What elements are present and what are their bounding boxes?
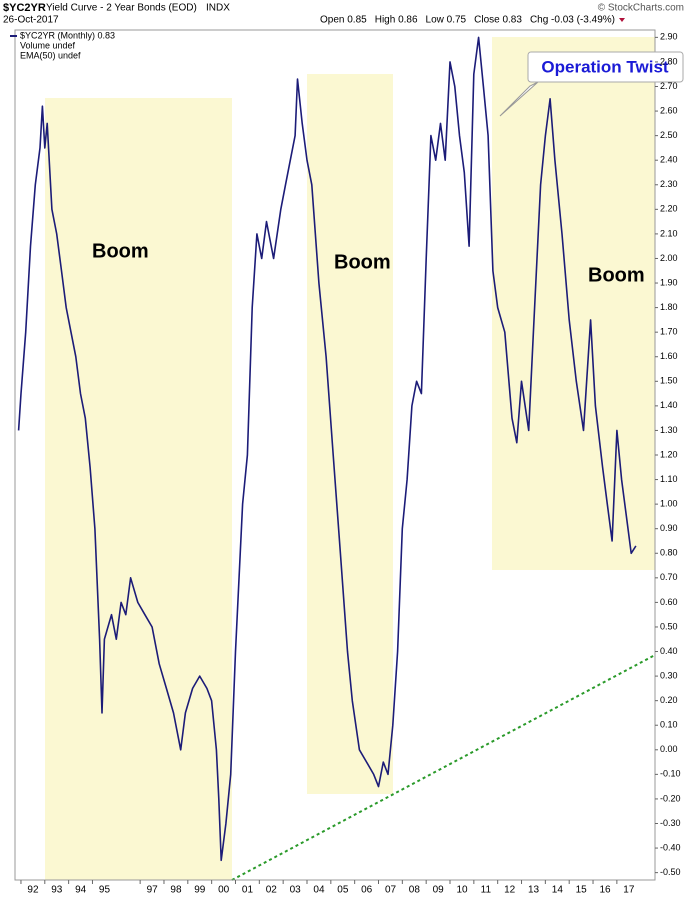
x-tick-label: 94	[75, 885, 87, 896]
down-arrow	[618, 18, 625, 22]
legend-entry: $YC2YR (Monthly) 0.83	[20, 30, 115, 40]
credit: © StockCharts.com	[598, 3, 684, 14]
annotation: Boom	[92, 240, 149, 262]
y-tick-label: 2.10	[660, 228, 678, 238]
trendline	[231, 654, 656, 881]
chart-title: $YC2YR	[3, 2, 46, 14]
x-tick-label: 10	[456, 885, 468, 896]
callout-box	[527, 51, 684, 83]
y-tick-label: -0.20	[660, 793, 681, 803]
y-tick-label: 1.90	[660, 277, 678, 287]
y-tick-label: 2.80	[660, 56, 678, 66]
y-tick-label: 2.20	[660, 204, 678, 214]
quote-item: Chg -0.03 (-3.49%)	[530, 15, 615, 26]
x-tick-label: 07	[385, 885, 397, 896]
quote-item: High 0.86	[375, 15, 418, 26]
x-tick-label: 13	[528, 885, 540, 896]
x-tick-label: 16	[599, 885, 611, 896]
y-tick-label: 2.50	[660, 130, 678, 140]
callout-pointer	[499, 81, 539, 117]
annotation: Boom	[334, 251, 391, 273]
y-tick-label: 1.50	[660, 376, 678, 386]
legend-extra: Volume undef	[20, 40, 76, 50]
x-tick-label: 01	[242, 885, 254, 896]
quote-item: Low 0.75	[426, 15, 467, 26]
highlight	[307, 74, 393, 794]
x-tick-label: 11	[481, 885, 492, 896]
y-tick-label: -0.50	[660, 867, 681, 877]
x-tick-label: 95	[99, 885, 111, 896]
x-tick-label: 05	[337, 885, 349, 896]
y-tick-label: 0.50	[660, 621, 678, 631]
y-tick-label: 1.30	[660, 425, 678, 435]
x-tick-label: 08	[409, 885, 421, 896]
annotation: Operation Twist	[541, 57, 669, 76]
y-tick-label: 1.00	[660, 499, 678, 509]
highlight	[45, 98, 232, 880]
x-tick-label: 14	[552, 885, 564, 896]
x-tick-label: 03	[290, 885, 302, 896]
quote-item: Close 0.83	[474, 15, 522, 26]
y-tick-label: 0.10	[660, 720, 678, 730]
quote: Open 0.85 High 0.86 Low 0.75 Close 0.83 Chg …	[320, 15, 625, 26]
y-tick-label: -0.10	[660, 769, 681, 779]
y-tick-label: 2.30	[660, 179, 678, 189]
x-tick-label: 92	[27, 885, 39, 896]
y-tick-label: 0.20	[660, 695, 678, 705]
y-tick-label: 0.70	[660, 572, 678, 582]
y-tick-label: 0.90	[660, 523, 678, 533]
y-tick-label: 2.00	[660, 253, 678, 263]
x-tick-label: 15	[576, 885, 588, 896]
y-tick-label: 1.20	[660, 449, 678, 459]
x-tick-label: 09	[433, 885, 445, 896]
y-tick-label: -0.30	[660, 818, 681, 828]
x-tick-label: 97	[147, 885, 159, 896]
y-tick-label: 1.80	[660, 302, 678, 312]
x-tick-label: 99	[194, 885, 206, 896]
line-series	[17, 36, 637, 862]
marks	[17, 36, 637, 862]
legend-extra: EMA(50) undef	[20, 50, 81, 60]
annotation: Boom	[588, 264, 645, 286]
x-tick-label: 00	[218, 885, 230, 896]
y-tick-label: 0.30	[660, 670, 678, 680]
y-tick-label: 1.70	[660, 327, 678, 337]
y-tick-label: -0.40	[660, 842, 681, 852]
x-tick-label: 02	[266, 885, 278, 896]
y-tick-label: 1.40	[660, 400, 678, 410]
exchange: INDX	[206, 3, 230, 14]
x-tick-label: 93	[51, 885, 63, 896]
x-tick-label: 98	[170, 885, 182, 896]
highlight	[492, 37, 655, 570]
y-tick-label: 0.60	[660, 597, 678, 607]
y-tick-label: 2.40	[660, 155, 678, 165]
date: 26-Oct-2017	[3, 15, 59, 26]
quote-item: Open 0.85	[320, 15, 367, 26]
chart-subtitle: Yield Curve - 2 Year Bonds (EOD)	[46, 3, 197, 14]
y-tick-label: 1.60	[660, 351, 678, 361]
x-tick-label: 12	[504, 885, 516, 896]
x-tick-label: 17	[623, 885, 635, 896]
y-tick-label: 2.60	[660, 105, 678, 115]
x-tick-label: 06	[361, 885, 373, 896]
y-tick-label: 0.80	[660, 548, 678, 558]
y-tick-label: 1.10	[660, 474, 678, 484]
y-tick-label: 2.90	[660, 32, 678, 42]
y-tick-label: 2.70	[660, 81, 678, 91]
x-tick-label: 04	[313, 885, 325, 896]
y-tick-label: 0.00	[660, 744, 678, 754]
y-tick-label: 0.40	[660, 646, 678, 656]
